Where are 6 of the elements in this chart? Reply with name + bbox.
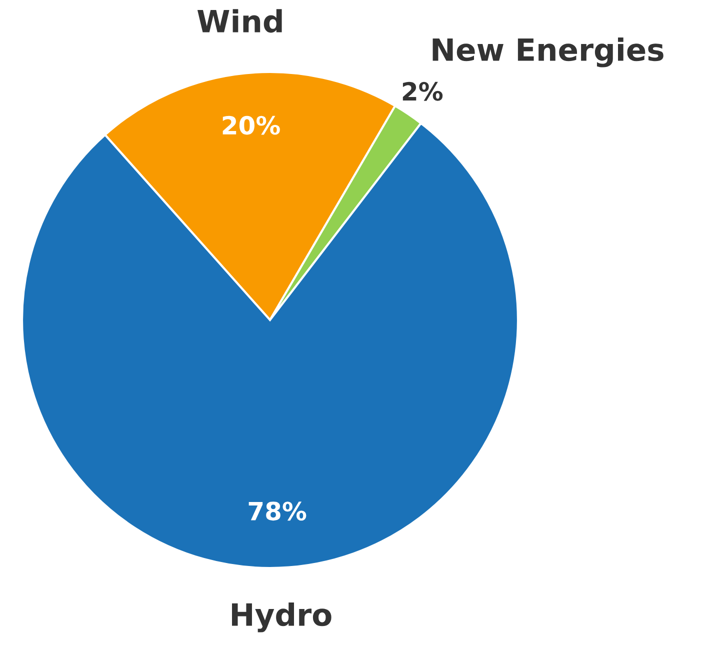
slice-label: Wind (197, 9, 282, 33)
data-label: 2% (402, 82, 443, 101)
slice-label: Hydro (232, 602, 332, 632)
data-label: 78% (248, 502, 306, 521)
data-label: 20% (222, 116, 280, 135)
slice-label: New Energies (432, 38, 664, 68)
